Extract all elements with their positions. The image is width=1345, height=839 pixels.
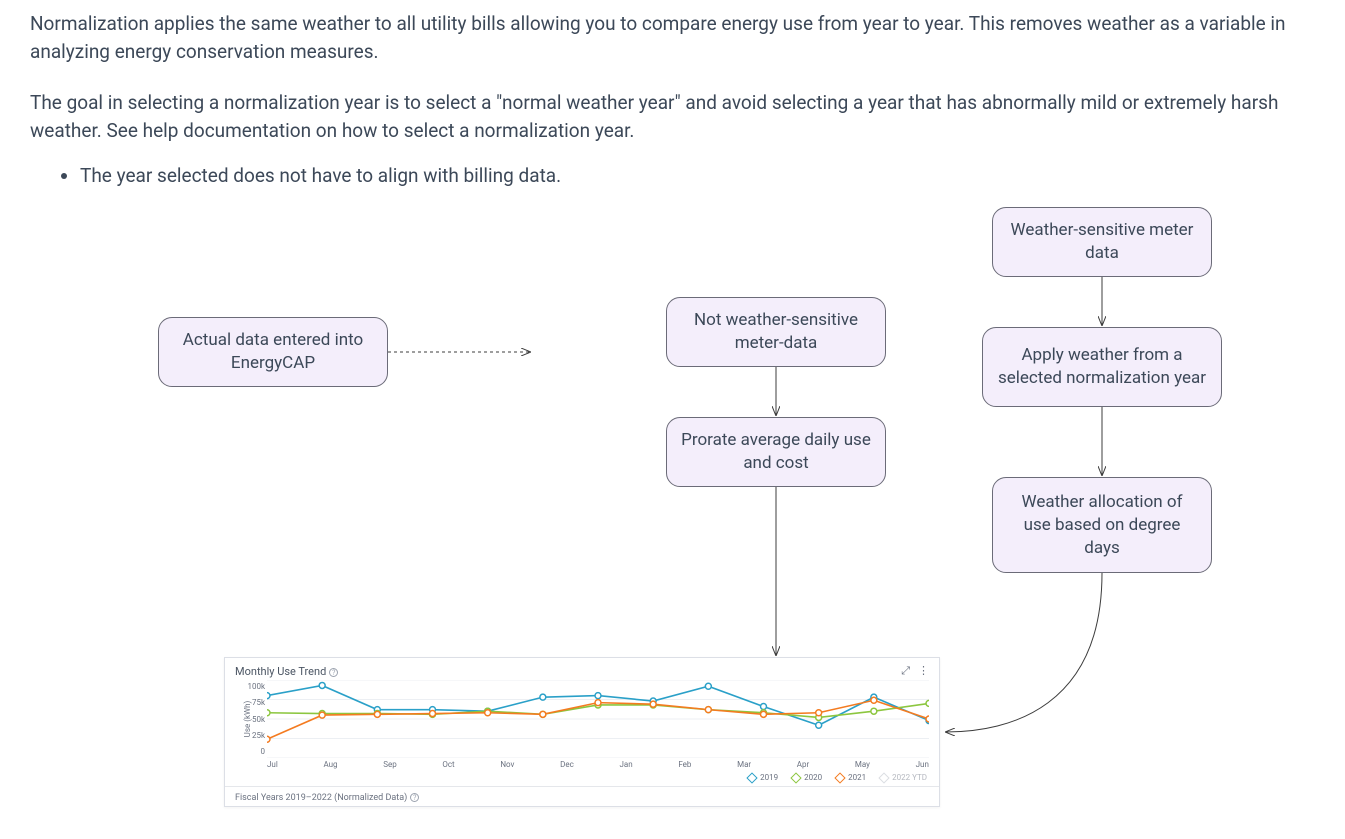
node-weather-allocation: Weather allocation of use based on degre… xyxy=(992,477,1212,573)
chart-y-ticks: 100k75k50k25k0 xyxy=(247,680,265,758)
chart-legend: 2019202020212022 YTD xyxy=(225,769,939,786)
chart-title: Monthly Use Trend? xyxy=(235,665,338,678)
intro-paragraph-1: Normalization applies the same weather t… xyxy=(30,10,1315,65)
intro-text: Normalization applies the same weather t… xyxy=(30,10,1315,144)
expand-icon[interactable]: ⤢ xyxy=(901,664,910,678)
help-icon[interactable]: ? xyxy=(410,793,419,802)
chart-body: Use (kWh) 100k75k50k25k0 xyxy=(225,680,939,758)
chart-x-ticks: JulAugSepOctNovDecJanFebMarAprMayJun xyxy=(225,758,939,769)
node-actual-data: Actual data entered into EnergyCAP xyxy=(158,317,388,387)
chart-lines xyxy=(267,680,929,758)
help-icon[interactable]: ? xyxy=(329,668,338,677)
node-not-weather-sensitive: Not weather-sensitive meter-data xyxy=(666,297,886,367)
intro-bullet-list: The year selected does not have to align… xyxy=(80,164,1315,187)
flow-diagram: Actual data entered into EnergyCAP Not w… xyxy=(30,187,1315,827)
more-icon[interactable]: ⋮ xyxy=(918,664,929,678)
node-weather-sensitive: Weather-sensitive meter data xyxy=(992,207,1212,277)
node-apply-weather: Apply weather from a selected normalizat… xyxy=(982,327,1222,407)
intro-bullet-1: The year selected does not have to align… xyxy=(80,164,1315,187)
node-prorate: Prorate average daily use and cost xyxy=(666,417,886,487)
intro-paragraph-2: The goal in selecting a normalization ye… xyxy=(30,89,1315,144)
monthly-use-trend-chart: Monthly Use Trend? ⤢ ⋮ Use (kWh) 100k75k… xyxy=(224,657,940,807)
chart-footer: Fiscal Years 2019–2022 (Normalized Data)… xyxy=(225,786,939,809)
